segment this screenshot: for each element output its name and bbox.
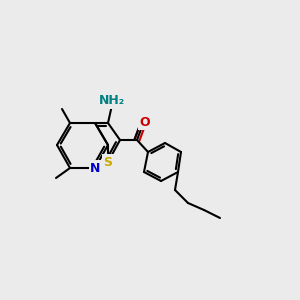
- Text: N: N: [90, 161, 100, 175]
- Text: S: S: [103, 155, 112, 169]
- Text: O: O: [140, 116, 150, 128]
- Text: NH₂: NH₂: [99, 94, 125, 107]
